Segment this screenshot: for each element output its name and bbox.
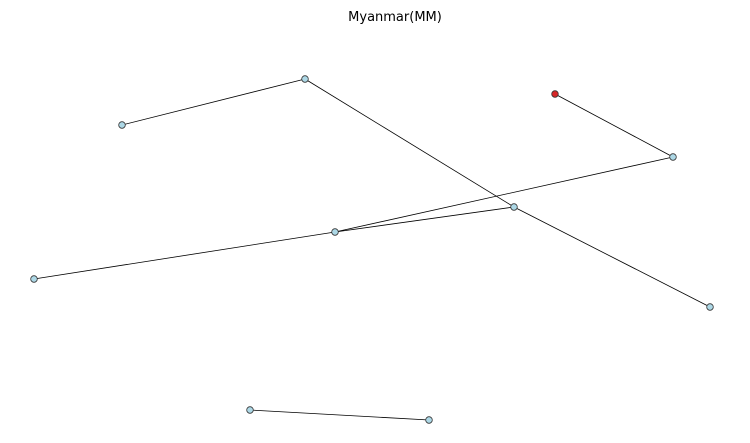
- graph-edge-n4-n6: [334, 156, 674, 233]
- graph-node-n4: [669, 153, 677, 161]
- graph-node-n8: [706, 303, 714, 311]
- graph-node-n10: [425, 416, 433, 424]
- graph-edge-n3-n4: [554, 93, 674, 158]
- graph-edge-n9-n10: [249, 409, 430, 421]
- graph-edge-n2-n5: [304, 78, 515, 208]
- graph-edge-n5-n8: [513, 206, 711, 308]
- graph-node-n2: [301, 75, 309, 83]
- graph-edge-n1-n2: [121, 78, 306, 126]
- graph-node-n9: [246, 406, 254, 414]
- graph-node-highlighted-n3: [551, 90, 559, 98]
- graph-edge-n6-n7: [33, 231, 336, 280]
- graph-node-n6: [331, 228, 339, 236]
- graph-node-n7: [30, 275, 38, 283]
- edges-layer: [33, 78, 711, 421]
- graph-edge-n6-n5: [334, 206, 515, 233]
- graph-node-n5: [510, 203, 518, 211]
- nodes-layer: [30, 75, 714, 424]
- graph-title: Myanmar(MM): [348, 10, 442, 25]
- graph-node-n1: [118, 121, 126, 129]
